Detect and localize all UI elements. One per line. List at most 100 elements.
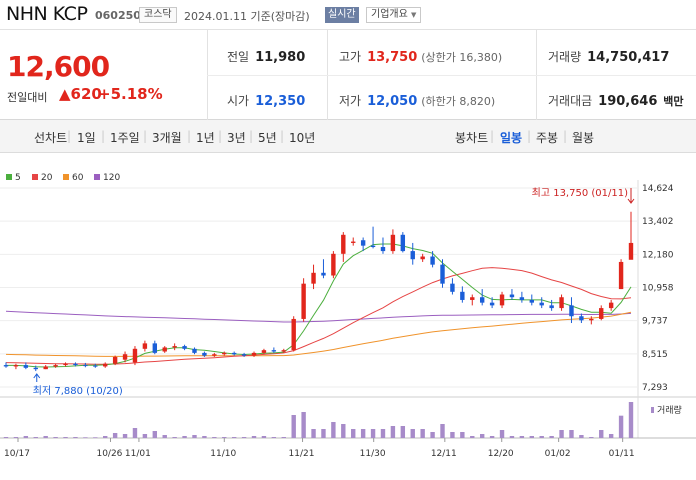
volume-bar [479, 434, 485, 438]
candle-chart-label: 봉차트 [455, 131, 489, 145]
candle-body [460, 291, 465, 300]
x-tick-label: 11/10 [210, 449, 236, 459]
y-tick-label: 13,402 [642, 217, 674, 227]
volume-bar [112, 433, 118, 438]
separator: | [218, 129, 223, 143]
x-tick-label: 12/11 [431, 449, 457, 459]
candle-body [489, 302, 495, 306]
volume-bar [13, 437, 19, 438]
candle-body [608, 302, 614, 309]
volume-bar [618, 415, 624, 438]
price-change: ▲620 [59, 85, 102, 103]
separator: | [490, 129, 495, 143]
company-overview-dropdown[interactable]: 기업개요 ▼ [366, 7, 422, 23]
candle-weekly[interactable]: 주봉 [536, 131, 559, 145]
volume-bar [628, 402, 634, 438]
candle-body [222, 352, 227, 355]
volume-bar [73, 437, 78, 438]
legend-ma120: 120 [94, 173, 120, 183]
low-annotation: 최저 7,880 (10/20) [33, 385, 123, 397]
volume-bar [63, 437, 68, 438]
volume-bar [499, 430, 505, 438]
prev-close: 전일 11,980 [227, 50, 306, 65]
period-selector: 선차트 | 1일 | 1주일 | 3개월 | 1년 | 3년 | 5년 | 10… [0, 120, 696, 153]
y-tick-label: 12,180 [642, 250, 674, 260]
candle-body [579, 316, 584, 321]
candle-body [499, 294, 505, 306]
candle-body [63, 363, 68, 366]
arrow-up-icon [33, 373, 41, 379]
candle-body [271, 350, 277, 352]
volume-bar [172, 437, 177, 438]
price-change-percent: +5.18% [98, 85, 163, 103]
volume-bar [93, 437, 98, 438]
candle-body [549, 305, 554, 309]
volume-bar [103, 436, 108, 438]
volume-bar [83, 437, 88, 438]
realtime-button[interactable]: 실시간 [325, 7, 359, 23]
candle-body [132, 348, 138, 363]
candle-body [83, 365, 88, 367]
volume-bar [271, 437, 277, 438]
volume-bar [162, 435, 167, 438]
volume-bar [569, 430, 574, 438]
candle-body [281, 350, 286, 352]
volume-bar [261, 436, 267, 438]
candle-body [440, 264, 445, 284]
volume-bar [539, 436, 544, 438]
volume-bar [301, 412, 306, 438]
candle-body [341, 234, 346, 254]
candle-body [142, 343, 148, 349]
period-5y[interactable]: 5년 [258, 131, 277, 145]
period-10y[interactable]: 10년 [289, 131, 316, 145]
candle-body [152, 343, 158, 353]
volume-bar [608, 434, 614, 438]
high-price: 고가 13,750 (상한가 16,380) [339, 50, 503, 65]
period-1d[interactable]: 1일 [77, 131, 96, 145]
candle-daily[interactable]: 일봉 [500, 131, 523, 145]
candle-body [122, 354, 128, 360]
period-1w[interactable]: 1주일 [110, 131, 140, 145]
x-tick-label: 01/11 [609, 449, 635, 459]
candle-body [321, 272, 326, 276]
trade-amount: 거래대금 190,646 백만 [548, 94, 684, 109]
arrow-down-icon [627, 198, 635, 204]
x-tick-label: 12/20 [488, 449, 514, 459]
volume-bar [519, 436, 525, 438]
price-chart[interactable]: 거래량 14,624 13,402 12,180 10,958 9,737 8,515 7,… [0, 180, 696, 480]
market-badge: 코스닥 [139, 7, 177, 23]
candle-body [529, 299, 534, 303]
candle-body [301, 283, 306, 319]
x-tick-label: 11/21 [289, 449, 315, 459]
volume-bar [370, 429, 376, 438]
candle-monthly[interactable]: 월봉 [572, 131, 595, 145]
y-tick-label: 14,624 [642, 184, 674, 194]
volume-bar [202, 436, 207, 438]
candle-body [33, 367, 38, 370]
separator: | [67, 129, 72, 143]
candle-body [370, 245, 376, 248]
volume-bar [33, 437, 38, 438]
candle-body [251, 352, 257, 356]
candle-body [103, 363, 108, 367]
legend-ma5: 5 [6, 173, 21, 183]
open-price: 시가 12,350 [227, 94, 306, 109]
candle-body [559, 297, 564, 309]
candle-body [390, 234, 396, 252]
candle-body [450, 283, 455, 292]
volume-bar [241, 437, 247, 438]
period-3y[interactable]: 3년 [227, 131, 246, 145]
volume-bar [351, 429, 356, 438]
y-tick-label: 10,958 [642, 284, 674, 294]
candle-body [212, 354, 217, 356]
period-3m[interactable]: 3개월 [152, 131, 182, 145]
candle-body [509, 294, 515, 298]
period-1y[interactable]: 1년 [196, 131, 215, 145]
volume-bar [390, 426, 396, 438]
volume-bar [3, 437, 9, 438]
candle-body [202, 352, 207, 356]
candle-body [420, 256, 425, 260]
chevron-down-icon: ▼ [411, 11, 417, 19]
current-price: 12,600 [7, 50, 110, 83]
volume-bar [152, 431, 158, 438]
